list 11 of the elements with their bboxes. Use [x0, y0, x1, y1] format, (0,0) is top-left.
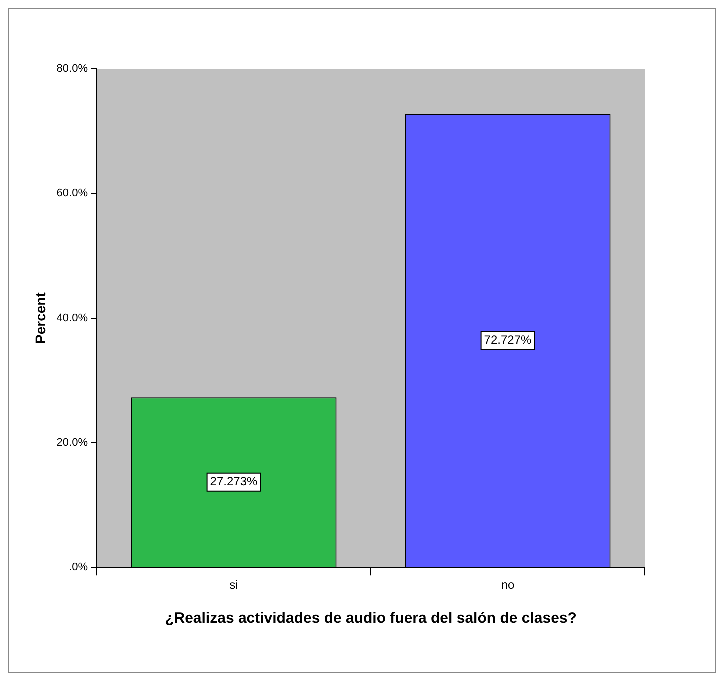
y-axis-title: Percent [32, 292, 48, 344]
y-tick-label: 80.0% [56, 63, 88, 76]
x-tick-label: no [501, 578, 515, 592]
y-tick-label: .0% [69, 562, 88, 574]
data-label: 27.273% [210, 474, 258, 489]
x-tick-label: si [230, 578, 238, 592]
y-tick-label: 60.0% [56, 188, 88, 200]
x-axis-title: ¿Realizas actividades de audio fuera del salón de clases? [165, 610, 577, 628]
y-tick-label: 20.0% [56, 436, 88, 449]
y-tick-label: 40.0% [56, 312, 88, 324]
data-label: 72.727% [484, 333, 532, 348]
